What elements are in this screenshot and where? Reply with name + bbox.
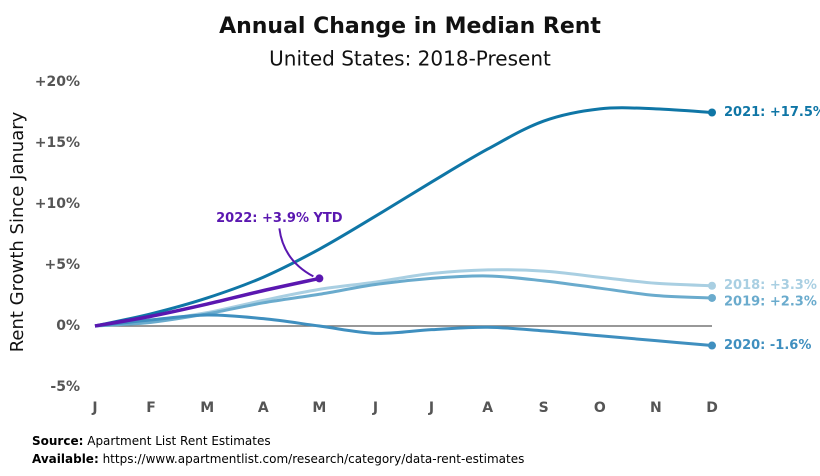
end-label: 2020: -1.6% <box>724 338 811 353</box>
x-tick-label: N <box>650 400 662 416</box>
end-point <box>708 108 716 117</box>
series-line <box>94 106 713 328</box>
x-tick-label: M <box>200 400 214 416</box>
series-line <box>94 276 320 328</box>
x-tick-label: F <box>146 400 156 416</box>
end-label: 2021: +17.5% <box>724 105 820 120</box>
x-tick-label: S <box>539 400 549 416</box>
y-tick-label: +10% <box>35 196 80 212</box>
end-label: 2019: +2.3% <box>724 294 817 309</box>
annotation: 2022: +3.9% YTD <box>216 211 343 226</box>
source-text: Apartment List Rent Estimates <box>87 434 270 448</box>
y-tick-label: -5% <box>50 379 80 395</box>
y-tick-label: +5% <box>45 257 81 273</box>
x-tick-label: J <box>428 400 434 416</box>
x-tick-label: M <box>312 400 326 416</box>
available-label: Available: <box>32 452 99 466</box>
x-tick-label: A <box>258 400 269 416</box>
end-point <box>708 281 716 290</box>
y-axis-label: Rent Growth Since January <box>7 111 28 352</box>
available: Available: https://www.apartmentlist.com… <box>32 452 524 466</box>
y-tick-label: 0% <box>56 318 80 334</box>
chart-subtitle: United States: 2018-Present <box>269 47 551 71</box>
available-text: https://www.apartmentlist.com/research/c… <box>103 452 525 466</box>
x-tick-label: A <box>482 400 493 416</box>
end-point <box>708 293 716 302</box>
x-tick-label: O <box>594 400 606 416</box>
chart-title: Annual Change in Median Rent <box>219 14 601 39</box>
end-label: 2018: +3.3% <box>724 278 817 293</box>
series-line <box>94 313 713 348</box>
end-point <box>708 341 716 350</box>
series-line <box>94 274 713 328</box>
x-tick-label: D <box>706 400 718 416</box>
y-tick-label: +20% <box>35 74 80 90</box>
y-tick-label: +15% <box>35 135 80 151</box>
x-tick-label: J <box>91 400 97 416</box>
x-tick-label: J <box>372 400 378 416</box>
end-point <box>315 274 324 283</box>
annotation-arrow <box>278 228 314 278</box>
source: Source: Apartment List Rent Estimates <box>32 434 271 448</box>
source-label: Source: <box>32 434 83 448</box>
